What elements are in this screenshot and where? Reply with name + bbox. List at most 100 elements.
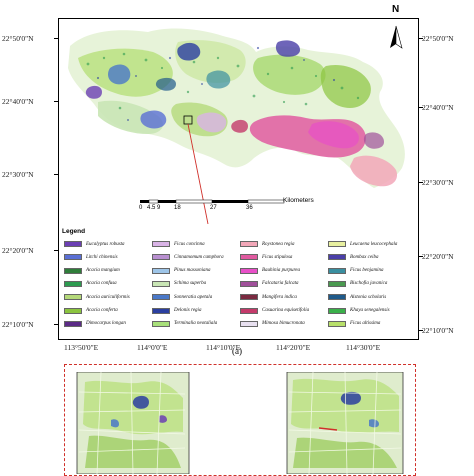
lat-label-left: 22°50'0"N <box>2 34 34 43</box>
lat-label-right: 22°40'0"N <box>422 103 454 112</box>
lat-label-left: 22°20'0"N <box>2 246 34 255</box>
legend-swatch <box>64 294 82 301</box>
lon-label: 113°50'0"E <box>64 343 99 352</box>
legend-swatch <box>328 280 346 287</box>
callout-line <box>187 123 209 224</box>
legend-label: Ficus stipulosa <box>262 254 293 260</box>
legend-item: Ficus concinna <box>152 240 205 248</box>
legend-swatch <box>328 267 346 274</box>
legend-label: Roystonea regia <box>262 241 295 247</box>
lat-label-left: 22°40'0"N <box>2 97 34 106</box>
lon-label: 114°10'0"E <box>206 343 241 352</box>
legend-label: Acacia auriculiformis <box>86 294 130 300</box>
scale-tick: 36 <box>246 205 253 211</box>
inset-maps <box>76 372 404 474</box>
scale-tick: 4.5 <box>147 205 156 211</box>
legend-label: Bombax ceiba <box>350 254 379 260</box>
legend-swatch <box>328 294 346 301</box>
legend-item: Ficus benjamina <box>328 267 383 275</box>
legend-label: Acacia conferta <box>86 308 118 313</box>
legend-label: Sonneratia apetala <box>174 294 213 300</box>
legend-label: Pinus massoniana <box>174 268 211 274</box>
legend-label: Bischofia javanica <box>350 281 388 287</box>
legend-swatch <box>240 280 258 287</box>
legend-label: Eucalyptus robusta <box>86 241 125 247</box>
legend-swatch <box>152 280 170 287</box>
legend-swatch <box>240 320 258 327</box>
lat-label-right: 22°20'0"N <box>422 252 454 261</box>
legend-item: Mangifera indica <box>240 293 297 301</box>
legend-item: Ficus altissima <box>328 320 380 328</box>
legend-swatch <box>64 254 82 261</box>
legend-label: Schima superba <box>174 281 207 287</box>
land-cover-map <box>68 25 405 224</box>
legend-swatch <box>240 241 258 247</box>
lat-label-right: 22°50'0"N <box>422 34 454 43</box>
lat-label-right: 22°10'0"N <box>422 326 454 335</box>
legend-label: Khaya senegalensis <box>350 308 390 313</box>
legend-swatch <box>64 307 82 314</box>
legend-item: Acacia conferta <box>64 307 118 315</box>
legend-item: Litchi chinensis <box>64 253 118 261</box>
scale-tick: 27 <box>210 205 217 211</box>
legend-label: Alstonia scholaris <box>350 294 387 300</box>
legend-label: Terminalia neotaliala <box>174 321 218 327</box>
legend-label: Casuarina equisetifolia <box>262 308 310 313</box>
legend-item: Ficus stipulosa <box>240 253 292 261</box>
legend-swatch <box>152 320 170 327</box>
legend-label: Mangifera indica <box>262 294 297 300</box>
legend-item: Acacia mangium <box>64 267 120 275</box>
legend-item: Sonneratia apetala <box>152 293 212 301</box>
legend-swatch <box>64 241 82 247</box>
legend-swatch <box>328 254 346 261</box>
legend-swatch <box>152 307 170 314</box>
legend-item: Terminalia neotaliala <box>152 320 217 328</box>
scale-tick: 18 <box>174 205 181 211</box>
legend-item: Eucalyptus robusta <box>64 240 125 248</box>
legend-swatch <box>328 241 346 247</box>
legend-item: Delonix regia <box>152 307 201 315</box>
north-arrow-icon <box>390 25 403 49</box>
legend-item: Alstonia scholaris <box>328 293 386 301</box>
lon-label: 114°20'0"E <box>276 343 311 352</box>
legend-swatch <box>240 294 258 301</box>
legend-item: Roystonea regia <box>240 240 294 248</box>
lat-label-left: 22°10'0"N <box>2 320 34 329</box>
legend-item: Casuarina equisetifolia <box>240 307 309 315</box>
legend-label: Acacia mangium <box>86 268 120 274</box>
legend-swatch <box>152 267 170 274</box>
lat-label-left: 22°30'0"N <box>2 170 34 179</box>
legend-swatch <box>328 307 346 314</box>
legend-item: Khaya senegalensis <box>328 307 390 315</box>
legend-swatch <box>64 320 82 327</box>
legend-label: Bauhinia purpurea <box>262 268 301 274</box>
legend-swatch <box>64 280 82 287</box>
legend-swatch <box>240 267 258 274</box>
lon-label: 114°0'0"E <box>137 343 168 352</box>
legend-label: Leucaena leucocephala <box>350 241 398 247</box>
legend-item: Cinnamomum camphora <box>152 253 224 261</box>
legend-label: Delonix regia <box>174 308 202 313</box>
legend-swatch <box>240 307 258 314</box>
legend-item: Dimocarpus longan <box>64 320 126 328</box>
scale-tick: 9 <box>157 205 161 211</box>
legend-item: Mimosa bimucronata <box>240 320 305 328</box>
legend-item: Falcataria falcata <box>240 280 299 288</box>
legend-swatch <box>240 254 258 261</box>
legend-swatch <box>152 254 170 261</box>
legend-item: Bombax ceiba <box>328 253 378 261</box>
legend-item: Acacia confusa <box>64 280 117 288</box>
lon-label: 114°30'0"E <box>346 343 381 352</box>
legend-label: Ficus altissima <box>350 321 381 327</box>
legend-label: Dimocarpus longan <box>86 321 126 327</box>
inset-map-right <box>286 372 404 474</box>
inset-map-left <box>76 372 190 474</box>
legend-label: Mimosa bimucronata <box>262 321 305 327</box>
legend-item: Schima superba <box>152 280 206 288</box>
legend-label: Cinnamomum camphora <box>174 254 224 260</box>
legend-swatch <box>152 241 170 247</box>
scale-tick: 0 <box>139 205 143 211</box>
map-frame <box>58 18 419 340</box>
legend-item: Bischofia javanica <box>328 280 387 288</box>
legend-swatch <box>152 294 170 301</box>
